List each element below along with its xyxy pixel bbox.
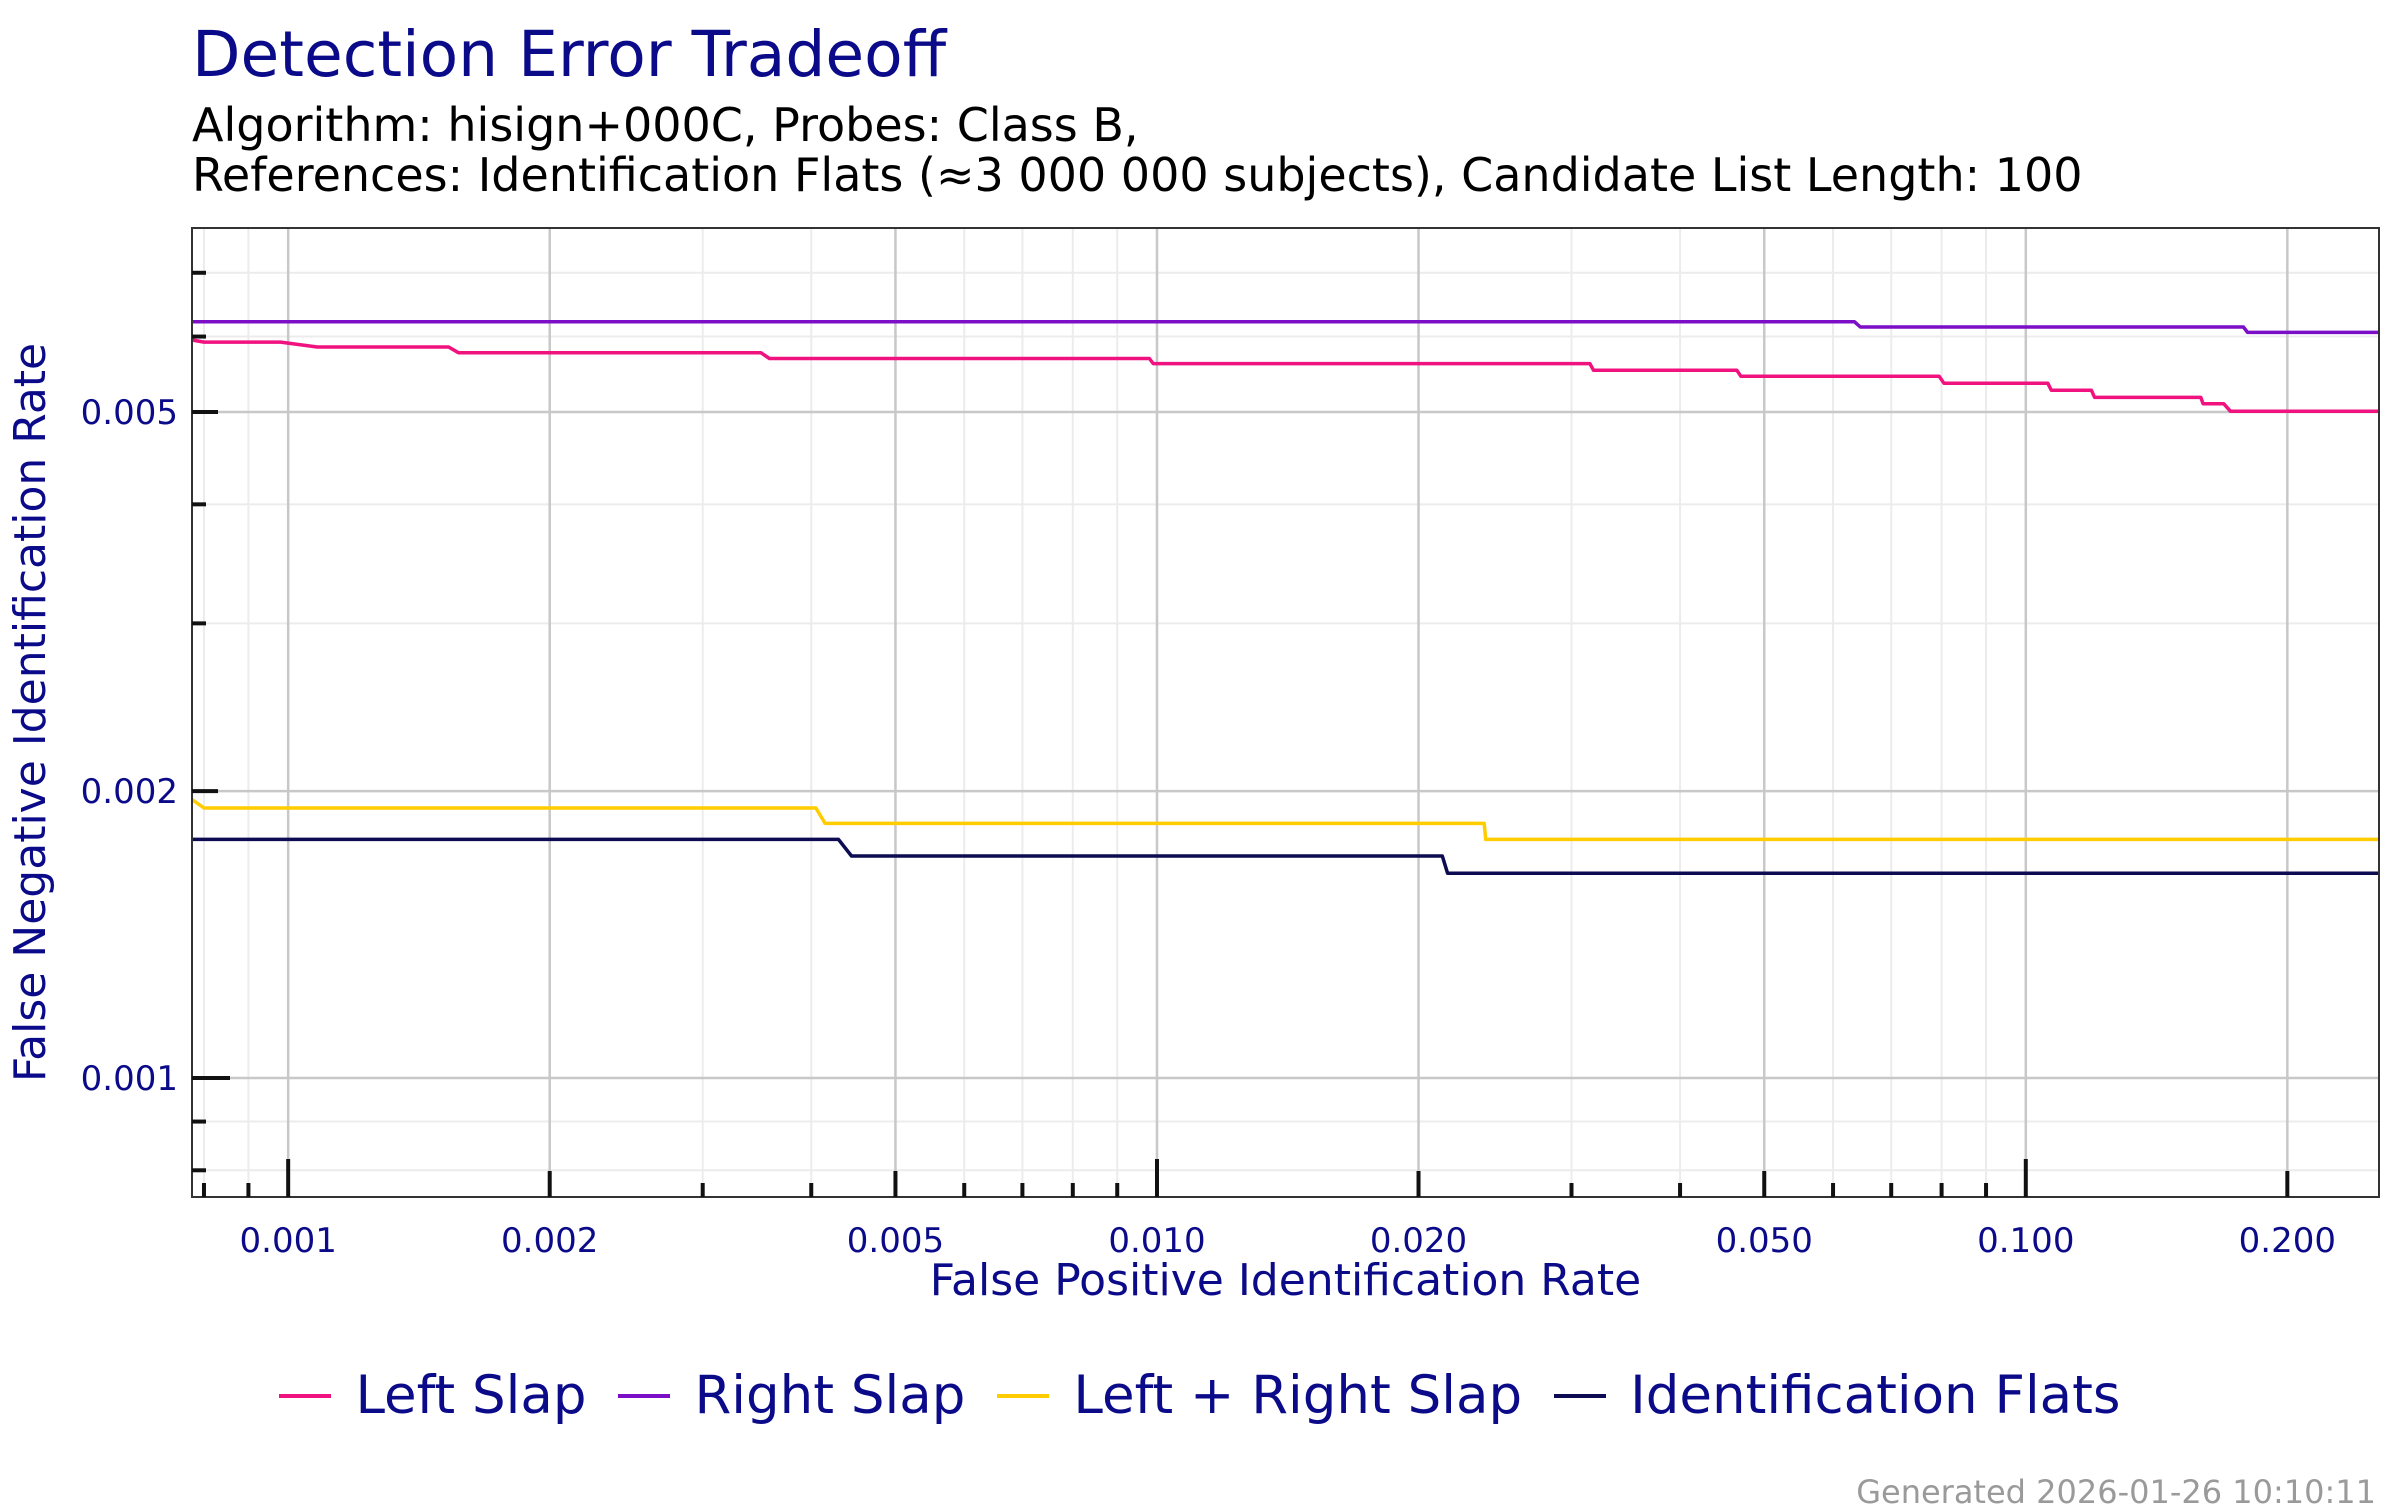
x-tick-label: 0.050 bbox=[1716, 1221, 1813, 1261]
series-line-left-slap bbox=[191, 338, 2379, 413]
x-tick-label: 0.200 bbox=[2239, 1221, 2336, 1261]
series-line-identification-flats bbox=[192, 837, 2379, 876]
legend-key-identification-flats bbox=[1554, 1393, 1607, 1398]
plot-background bbox=[192, 228, 2379, 1197]
y-tick-label: 0.005 bbox=[81, 393, 178, 433]
legend-key-right-slap bbox=[618, 1393, 671, 1398]
x-tick-label: 0.100 bbox=[1977, 1221, 2074, 1261]
chart-legend: Left Slap Right Slap Left + Right Slap I… bbox=[0, 1365, 2400, 1426]
x-tick-label: 0.020 bbox=[1370, 1221, 1467, 1261]
y-axis-title: False Negative Identification Rate bbox=[5, 343, 56, 1082]
legend-label-right-slap: Right Slap bbox=[694, 1365, 966, 1426]
generated-timestamp: Generated 2026-01-26 10:10:11 bbox=[1856, 1473, 2376, 1511]
chart-subtitle-line-1: Algorithm: hisign+000C, Probes: Class B, bbox=[192, 98, 1139, 152]
y-tick-label: 0.002 bbox=[81, 772, 178, 812]
legend-item-identification-flats: Identification Flats bbox=[1554, 1365, 2121, 1426]
chart-title: Detection Error Tradeoff bbox=[192, 18, 947, 91]
legend-label-left-slap: Left Slap bbox=[355, 1365, 587, 1426]
legend-key-left-slap bbox=[279, 1393, 332, 1398]
legend-item-right-slap: Right Slap bbox=[618, 1365, 965, 1426]
y-tick-label: 0.001 bbox=[81, 1059, 178, 1099]
legend-item-left-right-slap: Left + Right Slap bbox=[997, 1365, 1522, 1426]
legend-item-left-slap: Left Slap bbox=[279, 1365, 586, 1426]
det-chart: 0.001 0.002 0.005 0.010 0.020 0.050 0.100 0.200… bbox=[5, 227, 2380, 1306]
plot-border bbox=[191, 227, 2380, 1198]
x-tick-label: 0.005 bbox=[847, 1221, 944, 1261]
series-line-left-right-slap bbox=[190, 798, 2379, 842]
chart-subtitle-line-2: References: Identification Flats (≈3 000… bbox=[192, 148, 2083, 202]
x-tick-label: 0.010 bbox=[1108, 1221, 1205, 1261]
legend-label-left-right-slap: Left + Right Slap bbox=[1073, 1365, 1523, 1426]
x-tick-label: 0.002 bbox=[501, 1221, 598, 1261]
legend-label-identification-flats: Identification Flats bbox=[1630, 1365, 2121, 1426]
x-tick-label: 0.001 bbox=[240, 1221, 337, 1261]
series-line-right-slap bbox=[192, 319, 2379, 335]
x-axis-title: False Positive Identification Rate bbox=[930, 1255, 1641, 1306]
legend-key-left-right-slap bbox=[997, 1393, 1050, 1398]
